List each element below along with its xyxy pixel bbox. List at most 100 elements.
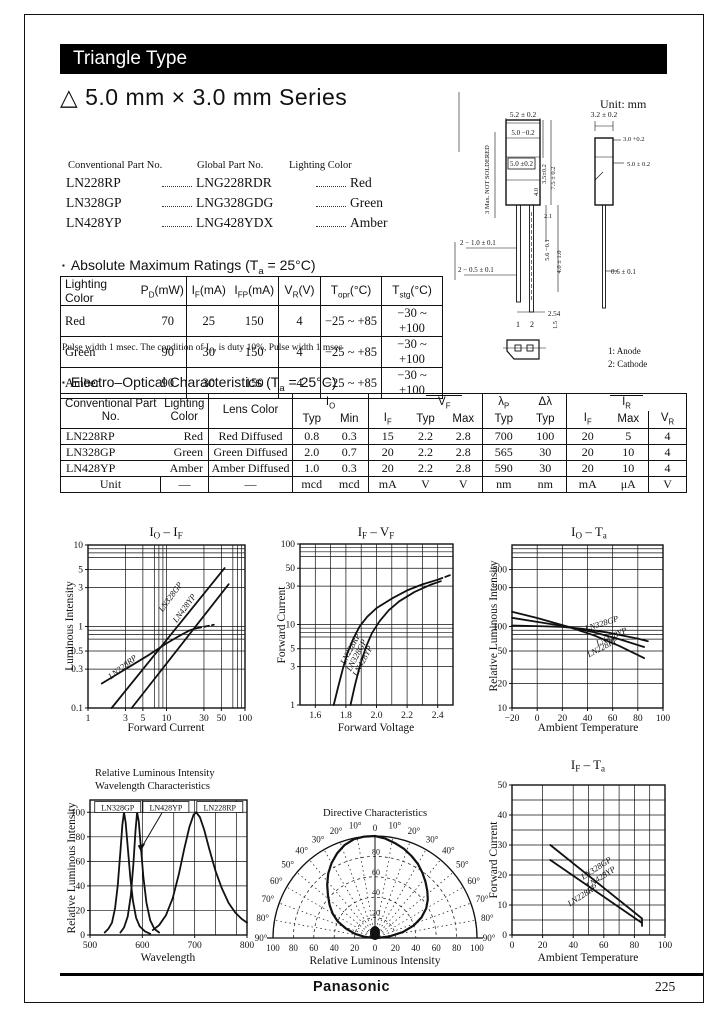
category-banner-label: Triangle Type [73,48,188,69]
footer-rule [60,973,703,976]
parts-header-conventional: Conventional Part No. [68,160,163,171]
eo-cell: — [160,476,209,493]
eo-cell: V [648,476,687,493]
eo-cell: 100 [524,428,568,445]
col-header-lighting: Lighting Color [160,393,209,429]
eo-data-row: LN428YP Amber Amber Diffused 1.0 0.3 20 2.2 2.8… [60,460,687,477]
abs-max-cell: −30 ~ +100 [381,336,443,368]
col-header: Tstg(°C) [381,276,443,306]
eo-cell: 2.2 [406,444,445,461]
section-bullet-icon: ▪ [62,261,65,270]
eo-cell: 30 [524,460,568,477]
eo-cell: 0.7 [330,444,369,461]
section-heading-electro-optical-text: Electro–Optical Characteristics (Ta = 25… [70,374,337,394]
eo-cell: 20 [566,444,609,461]
col-header: Lighting Color [60,276,139,306]
parts-header-global: Global Part No. [197,160,264,171]
group-header-vf: VF [406,393,484,412]
eo-cell: Amber Diffused [208,460,293,477]
sub-header-typ: Typ [292,411,331,429]
eo-cell: V [444,476,484,493]
sub-header-max: Max [444,411,484,429]
col-header: VR(V) [278,276,321,306]
abs-max-cell: 90 [138,336,187,368]
brand-wordmark: Panasonic [313,979,391,995]
eo-cell: 2.8 [444,444,484,461]
eo-cell: 2.2 [406,460,445,477]
eo-cell: Green [160,444,209,461]
abs-max-cell: 4 [278,305,321,337]
eo-cell: Amber [160,460,209,477]
eo-table-wrap: Conventional Part No. Lighting Color Len… [60,393,688,493]
conventional-part-no: LN428YP [66,215,122,230]
eo-cell: 1.0 [292,460,331,477]
eo-cell: mcd [292,476,331,493]
parts-header-color: Lighting Color [289,160,352,171]
eo-cell: Red [160,428,209,445]
eo-cell: 2.2 [406,428,445,445]
abs-max-cell: Red [60,305,139,337]
abs-max-cell: Green [60,336,139,368]
group-header-vf-label: VF [426,395,463,410]
eo-cell: 0.3 [330,460,369,477]
eo-cell: 590 [482,460,525,477]
section-heading-electro-optical: ▪ Electro–Optical Characteristics (Ta = 2… [62,374,337,394]
eo-cell: 20 [368,460,407,477]
col-header: Topr(°C) [320,276,382,306]
eo-data-row: LN228RP Red Red Diffused 0.8 0.3 15 2.2 2.8 700 1… [60,428,687,445]
col-header: IF(mA) [186,276,231,306]
dotted-leader [316,216,346,227]
eo-header-sub-row: Typ Min IF Typ Max Typ Typ IF Max VR [61,411,687,429]
abs-max-cell: 30 [186,336,231,368]
category-banner: Triangle Type [60,44,667,74]
eo-cell: 4 [648,460,687,477]
dotted-leader [162,196,192,207]
eo-cell: mA [566,476,609,493]
group-header-ir-label: IR [610,395,643,410]
col-header: IFP(mA) [230,276,279,306]
dotted-leader [316,176,346,187]
lighting-color: Green [350,195,383,210]
abs-max-header-row: Lighting Color PD(mW) IF(mA) IFP(mA) VR(… [60,276,443,306]
abs-max-cell: 25 [186,305,231,337]
eo-cell: LN228RP [60,428,161,445]
part-number-row: LN228RP LNG228RDR Red [66,175,402,195]
group-header-spacer [369,394,407,412]
eo-cell: 30 [524,444,568,461]
abs-max-cell: −25 ~ +85 [320,305,382,337]
eo-cell: 2.8 [444,460,484,477]
eo-cell: Unit [60,476,161,493]
dotted-leader [162,176,192,187]
abs-max-cell: −25 ~ +85 [320,336,382,368]
col-header: PD(mW) [138,276,187,306]
page-number: 225 [655,979,676,994]
eo-cell: 10 [608,460,650,477]
eo-cell: 20 [566,428,609,445]
abs-max-row: Red 70 25 150 4 −25 ~ +85 −30 ~ +100 [60,305,443,337]
col-header-part: Conventional Part No. [60,393,161,429]
eo-cell: 700 [482,428,525,445]
unit-note: Unit: mm [600,97,647,111]
sub-header-typ: Typ [524,411,568,429]
abs-max-cell: 150 [230,305,279,337]
eo-cell: 5 [608,428,650,445]
eo-cell: Green Diffused [208,444,293,461]
eo-cell: mA [368,476,407,493]
abs-max-row: Green 90 30 150 4 −25 ~ +85 −30 ~ +100 [60,336,443,368]
eo-cell: LN428YP [60,460,161,477]
abs-max-cell: 4 [278,336,321,368]
eo-cell: 20 [566,460,609,477]
eo-cell: mcd [330,476,369,493]
part-number-row: LN428YP LNG428YDX Amber [66,215,402,235]
global-part-no: LNG428YDX [196,215,274,230]
part-number-row: LN328GP LNG328GDG Green [66,195,402,215]
eo-cell: nm [524,476,568,493]
eo-cell: 10 [608,444,650,461]
group-header-io: IO [292,393,369,412]
page-border-frame [24,14,704,1003]
group-header-ir: IR [567,394,687,412]
group-header-dl: Δλ [524,393,568,412]
global-part-no: LNG328GDG [196,195,274,210]
